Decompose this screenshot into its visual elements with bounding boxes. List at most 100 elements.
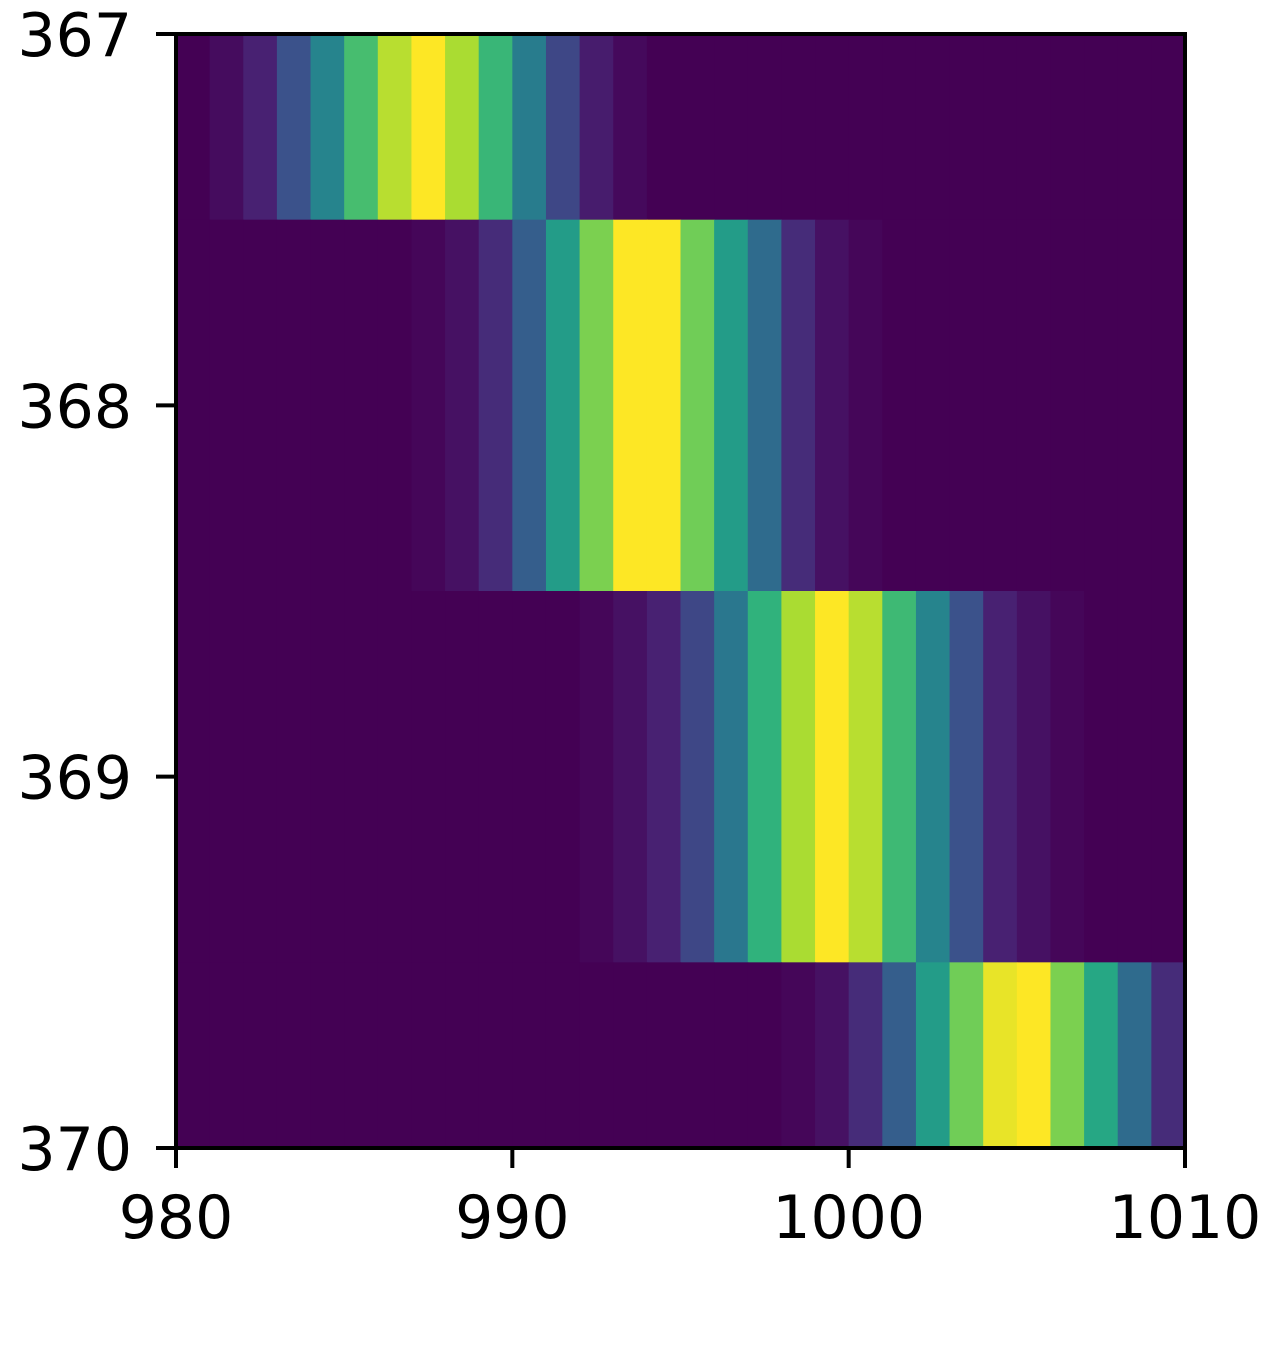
heatmap-cell-r3-c2 [243,962,278,1149]
heatmap-cell-r1-c0 [176,219,211,592]
x-tick-label-2: 1000 [772,1183,925,1253]
heatmap-cell-r3-c17 [747,962,782,1149]
heatmap-cell-r1-c15 [680,219,715,592]
heatmap-cell-r1-c11 [545,219,581,592]
heatmap-cell-r1-c18 [781,219,816,592]
heatmap-cell-r3-c21 [882,962,917,1149]
heatmap-cell-r1-c2 [243,219,278,592]
heatmap-cell-r2-c11 [545,591,581,963]
heatmap-cell-r1-c22 [915,219,951,592]
heatmap-cell-r1-c8 [445,219,480,592]
x-tick-label-3: 1010 [1109,1183,1262,1253]
heatmap-cell-r1-c13 [613,219,648,592]
heatmap-cell-r3-c0 [176,962,211,1149]
heatmap-cell-r3-c4 [310,962,345,1149]
heatmap-cell-r0-c14 [646,34,682,221]
heatmap-cell-r1-c19 [815,219,850,592]
heatmap-cell-r0-c11 [545,34,581,221]
heatmap-cell-r2-c29 [1151,591,1186,963]
heatmap-cell-r0-c12 [579,34,614,221]
heatmap-cell-r0-c16 [714,34,749,221]
heatmap-cell-r3-c25 [1016,962,1052,1149]
x-tick-label-0: 980 [119,1183,234,1253]
heatmap-cell-r1-c4 [310,219,345,592]
heatmap-cell-r1-c24 [983,219,1018,592]
heatmap-cell-r1-c16 [714,219,749,592]
heatmap-cell-r1-c21 [882,219,917,592]
y-tick-label-0: 367 [17,1,132,71]
heatmap-cell-r1-c9 [478,219,513,592]
heatmap-cell-r2-c5 [344,591,379,963]
heatmap-cell-r3-c26 [1050,962,1085,1149]
heatmap-cell-r1-c27 [1084,219,1119,592]
heatmap-cell-r2-c22 [915,591,951,963]
heatmap-cell-r2-c25 [1016,591,1052,963]
heatmap-cell-r0-c22 [915,34,951,221]
heatmap-cell-r3-c5 [344,962,379,1149]
axis-ticks: 980 990 1000 1010 367 368 369 370 [17,1,1261,1253]
heatmap-cell-r2-c8 [445,591,480,963]
heatmap-cell-r3-c16 [714,962,749,1149]
heatmap-cell-r2-c9 [478,591,513,963]
heatmap-cell-r2-c20 [848,591,883,963]
heatmap-cells [176,34,1186,1149]
heatmap-cell-r0-c25 [1016,34,1052,221]
heatmap-cell-r2-c15 [680,591,715,963]
heatmap-cell-r3-c29 [1151,962,1186,1149]
heatmap-cell-r2-c0 [176,591,211,963]
heatmap-cell-r3-c22 [915,962,951,1149]
heatmap-cell-r1-c6 [377,219,413,592]
heatmap-cell-r0-c15 [680,34,715,221]
heatmap-cell-r2-c23 [949,591,984,963]
heatmap-cell-r3-c3 [276,962,312,1149]
heatmap-cell-r1-c25 [1016,219,1052,592]
y-tick-label-3: 370 [17,1115,132,1185]
heatmap-cell-r3-c11 [545,962,581,1149]
heatmap-cell-r2-c28 [1117,591,1152,963]
heatmap-cell-r0-c0 [176,34,211,221]
heatmap-cell-r0-c6 [377,34,413,221]
heatmap-cell-r0-c5 [344,34,379,221]
heatmap-cell-r0-c2 [243,34,278,221]
heatmap-cell-r0-c13 [613,34,648,221]
heatmap-cell-r0-c28 [1117,34,1152,221]
heatmap-cell-r2-c13 [613,591,648,963]
heatmap-cell-r1-c26 [1050,219,1085,592]
heatmap-cell-r3-c13 [613,962,648,1149]
heatmap-cell-r0-c19 [815,34,850,221]
heatmap-cell-r0-c9 [478,34,513,221]
heatmap-cell-r3-c1 [209,962,244,1149]
heatmap-cell-r1-c17 [747,219,782,592]
heatmap-cell-r1-c29 [1151,219,1186,592]
heatmap-cell-r2-c1 [209,591,244,963]
heatmap-cell-r0-c7 [411,34,446,221]
heatmap-cell-r2-c17 [747,591,782,963]
heatmap-cell-r0-c23 [949,34,984,221]
heatmap-cell-r1-c14 [646,219,682,592]
y-tick-label-2: 369 [17,744,132,814]
heatmap-cell-r0-c18 [781,34,816,221]
heatmap-cell-r2-c6 [377,591,413,963]
heatmap-cell-r3-c9 [478,962,513,1149]
heatmap-cell-r2-c4 [310,591,345,963]
heatmap-cell-r0-c4 [310,34,345,221]
heatmap-cell-r3-c10 [512,962,547,1149]
heatmap-cell-r2-c10 [512,591,547,963]
heatmap-cell-r2-c7 [411,591,446,963]
y-tick-label-1: 368 [17,372,132,442]
heatmap-cell-r2-c21 [882,591,917,963]
heatmap-cell-r2-c24 [983,591,1018,963]
heatmap-cell-r2-c12 [579,591,614,963]
heatmap-cell-r2-c27 [1084,591,1119,963]
heatmap-cell-r1-c23 [949,219,984,592]
heatmap-cell-r3-c14 [646,962,682,1149]
heatmap-cell-r0-c24 [983,34,1018,221]
heatmap-cell-r1-c20 [848,219,883,592]
heatmap-cell-r3-c8 [445,962,480,1149]
heatmap-cell-r0-c8 [445,34,480,221]
heatmap-cell-r1-c10 [512,219,547,592]
heatmap-cell-r1-c7 [411,219,446,592]
heatmap-cell-r0-c21 [882,34,917,221]
heatmap-cell-r2-c2 [243,591,278,963]
